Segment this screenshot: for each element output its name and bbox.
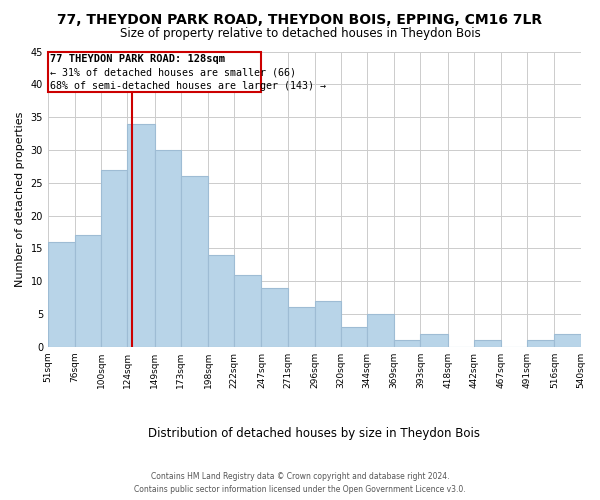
Text: ← 31% of detached houses are smaller (66): ← 31% of detached houses are smaller (66… bbox=[50, 68, 296, 78]
Bar bbox=[315, 301, 341, 347]
Bar bbox=[474, 340, 501, 347]
Bar bbox=[208, 255, 234, 347]
Bar bbox=[181, 176, 208, 347]
Bar bbox=[394, 340, 421, 347]
Bar bbox=[127, 124, 155, 347]
FancyBboxPatch shape bbox=[48, 52, 262, 92]
Text: Size of property relative to detached houses in Theydon Bois: Size of property relative to detached ho… bbox=[119, 28, 481, 40]
Text: 77 THEYDON PARK ROAD: 128sqm: 77 THEYDON PARK ROAD: 128sqm bbox=[50, 54, 225, 64]
Bar bbox=[287, 308, 315, 347]
Bar bbox=[527, 340, 554, 347]
Text: 68% of semi-detached houses are larger (143) →: 68% of semi-detached houses are larger (… bbox=[50, 80, 326, 90]
Bar bbox=[554, 334, 581, 347]
Bar bbox=[48, 242, 75, 347]
Text: 77, THEYDON PARK ROAD, THEYDON BOIS, EPPING, CM16 7LR: 77, THEYDON PARK ROAD, THEYDON BOIS, EPP… bbox=[58, 12, 542, 26]
Bar bbox=[367, 314, 394, 347]
Y-axis label: Number of detached properties: Number of detached properties bbox=[15, 112, 25, 287]
Bar bbox=[234, 274, 262, 347]
Bar bbox=[155, 150, 181, 347]
Bar bbox=[341, 327, 367, 347]
X-axis label: Distribution of detached houses by size in Theydon Bois: Distribution of detached houses by size … bbox=[148, 427, 480, 440]
Bar bbox=[421, 334, 448, 347]
Text: Contains HM Land Registry data © Crown copyright and database right 2024.
Contai: Contains HM Land Registry data © Crown c… bbox=[134, 472, 466, 494]
Bar bbox=[75, 236, 101, 347]
Bar bbox=[101, 170, 127, 347]
Bar bbox=[262, 288, 287, 347]
